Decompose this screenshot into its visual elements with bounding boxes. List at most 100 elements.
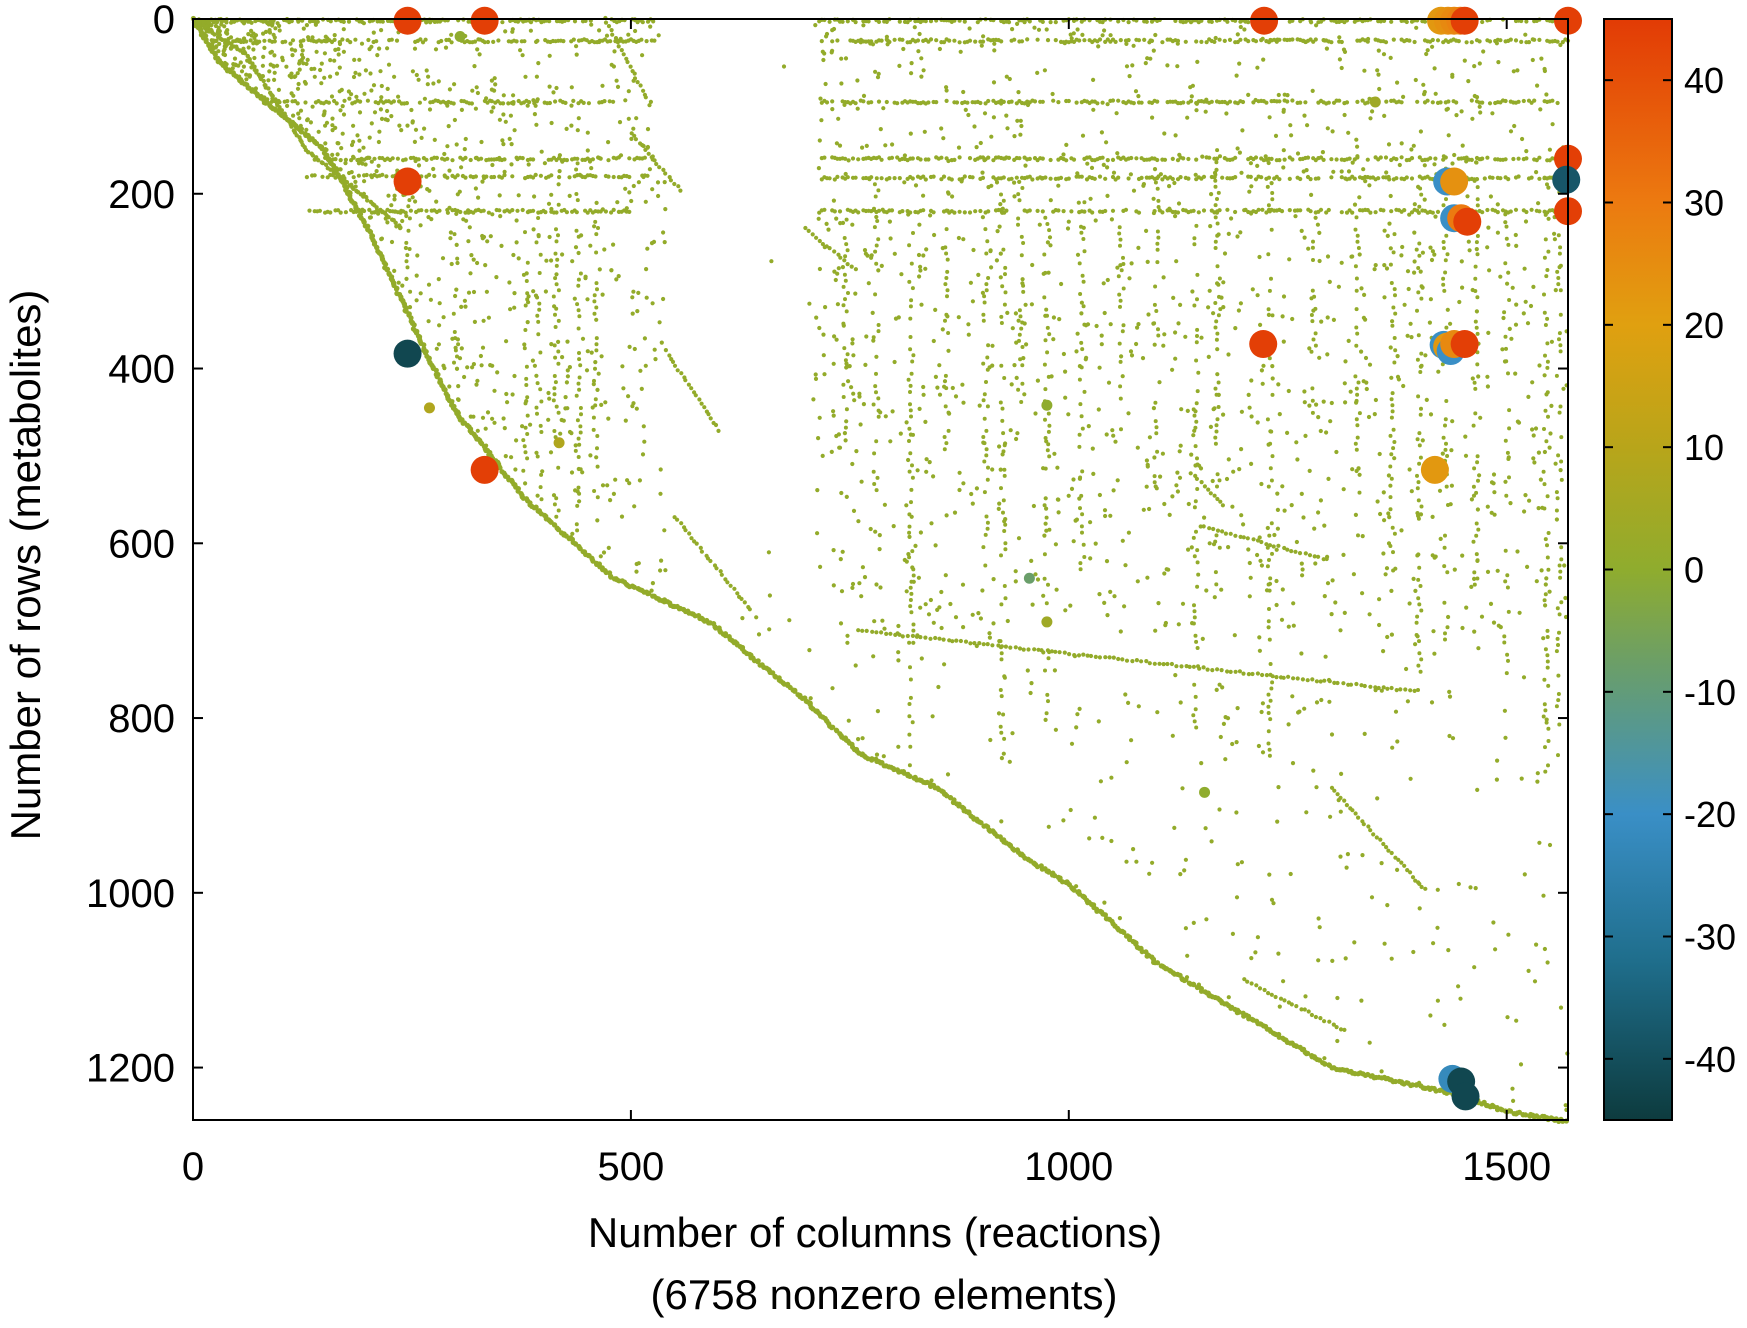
nonzero-point [896, 658, 901, 663]
nonzero-point [1534, 579, 1539, 584]
nonzero-point [939, 177, 944, 182]
nonzero-point [904, 589, 909, 594]
nonzero-point [1165, 63, 1170, 68]
nonzero-point [1255, 65, 1260, 70]
nonzero-point [957, 209, 962, 214]
nonzero-point [426, 319, 431, 324]
nonzero-point [1257, 648, 1262, 653]
nonzero-point [1321, 157, 1326, 162]
nonzero-point [1354, 681, 1359, 687]
nonzero-point [1289, 1002, 1294, 1007]
nonzero-point [1167, 184, 1172, 189]
nonzero-point [522, 342, 527, 347]
nonzero-point [322, 109, 327, 114]
nonzero-point [1194, 101, 1199, 106]
nonzero-point [497, 208, 502, 213]
nonzero-point [1230, 931, 1235, 937]
nonzero-point [667, 353, 672, 358]
nonzero-point [1422, 19, 1428, 24]
nonzero-point [1282, 157, 1287, 162]
nonzero-point [389, 114, 394, 119]
nonzero-point [924, 247, 929, 252]
nonzero-point [395, 156, 400, 161]
nonzero-point [900, 37, 905, 42]
nonzero-point [1136, 704, 1141, 709]
nonzero-point [818, 564, 823, 570]
nonzero-point [1124, 41, 1129, 47]
nonzero-point [351, 154, 356, 159]
nonzero-point [1210, 668, 1215, 673]
nonzero-point [1126, 176, 1131, 181]
nonzero-point [615, 84, 621, 89]
nonzero-point [304, 23, 309, 28]
nonzero-point [932, 232, 937, 238]
nonzero-point [1446, 99, 1451, 104]
nonzero-point [1526, 968, 1531, 974]
nonzero-point [953, 615, 959, 620]
nonzero-point [546, 390, 551, 396]
nonzero-point [1368, 828, 1373, 833]
nonzero-point [936, 684, 941, 690]
nonzero-point [1170, 176, 1175, 182]
nonzero-point [384, 174, 389, 179]
nonzero-point [502, 157, 507, 162]
nonzero-point [1491, 920, 1496, 925]
nonzero-point [514, 218, 519, 223]
nonzero-point [1269, 897, 1275, 902]
nonzero-point [1221, 412, 1226, 417]
nonzero-point [1360, 534, 1365, 539]
nonzero-point [867, 177, 872, 182]
nonzero-point [574, 52, 579, 57]
nonzero-point [1561, 386, 1566, 391]
nonzero-point [295, 86, 301, 91]
nonzero-point [1438, 536, 1443, 542]
nonzero-point [1255, 552, 1260, 558]
nonzero-point [609, 210, 614, 215]
nonzero-point [575, 128, 580, 133]
nonzero-point [364, 172, 369, 178]
nonzero-point [834, 216, 839, 221]
nonzero-point [1259, 709, 1264, 715]
nonzero-point [918, 605, 923, 610]
nonzero-point [1097, 592, 1102, 597]
nonzero-point [1221, 280, 1226, 285]
nonzero-point [627, 174, 632, 180]
nonzero-point [1480, 19, 1485, 25]
nonzero-point [1522, 872, 1527, 877]
nonzero-point [425, 82, 430, 87]
nonzero-point [947, 38, 952, 43]
nonzero-point [966, 112, 971, 118]
nonzero-point [1173, 673, 1178, 678]
nonzero-point [1302, 1007, 1307, 1012]
nonzero-point [1001, 175, 1006, 180]
nonzero-point [543, 289, 549, 294]
nonzero-point [262, 38, 267, 43]
nonzero-point [606, 174, 611, 179]
nonzero-point [1355, 154, 1360, 159]
nonzero-point [1111, 655, 1116, 660]
nonzero-point [1523, 1112, 1529, 1118]
nonzero-point [1161, 343, 1166, 348]
nonzero-point [404, 213, 409, 219]
nonzero-point [1077, 706, 1082, 712]
nonzero-point [1226, 995, 1231, 1000]
nonzero-point [838, 255, 843, 260]
nonzero-point [1341, 552, 1346, 558]
nonzero-point [1118, 629, 1123, 634]
nonzero-point [1202, 484, 1207, 489]
nonzero-point [874, 630, 879, 635]
nonzero-point [1077, 38, 1082, 43]
nonzero-point [312, 74, 317, 79]
nonzero-point [1096, 719, 1101, 724]
nonzero-point [1175, 470, 1180, 475]
nonzero-point [1429, 700, 1435, 705]
nonzero-point [1294, 440, 1299, 445]
nonzero-point [1275, 491, 1280, 496]
nonzero-point [592, 224, 597, 229]
nonzero-point [195, 22, 200, 27]
nonzero-point [310, 153, 316, 158]
nonzero-point [822, 372, 827, 377]
nonzero-point [1367, 1040, 1372, 1045]
nonzero-point [661, 230, 666, 235]
nonzero-point [939, 625, 944, 631]
